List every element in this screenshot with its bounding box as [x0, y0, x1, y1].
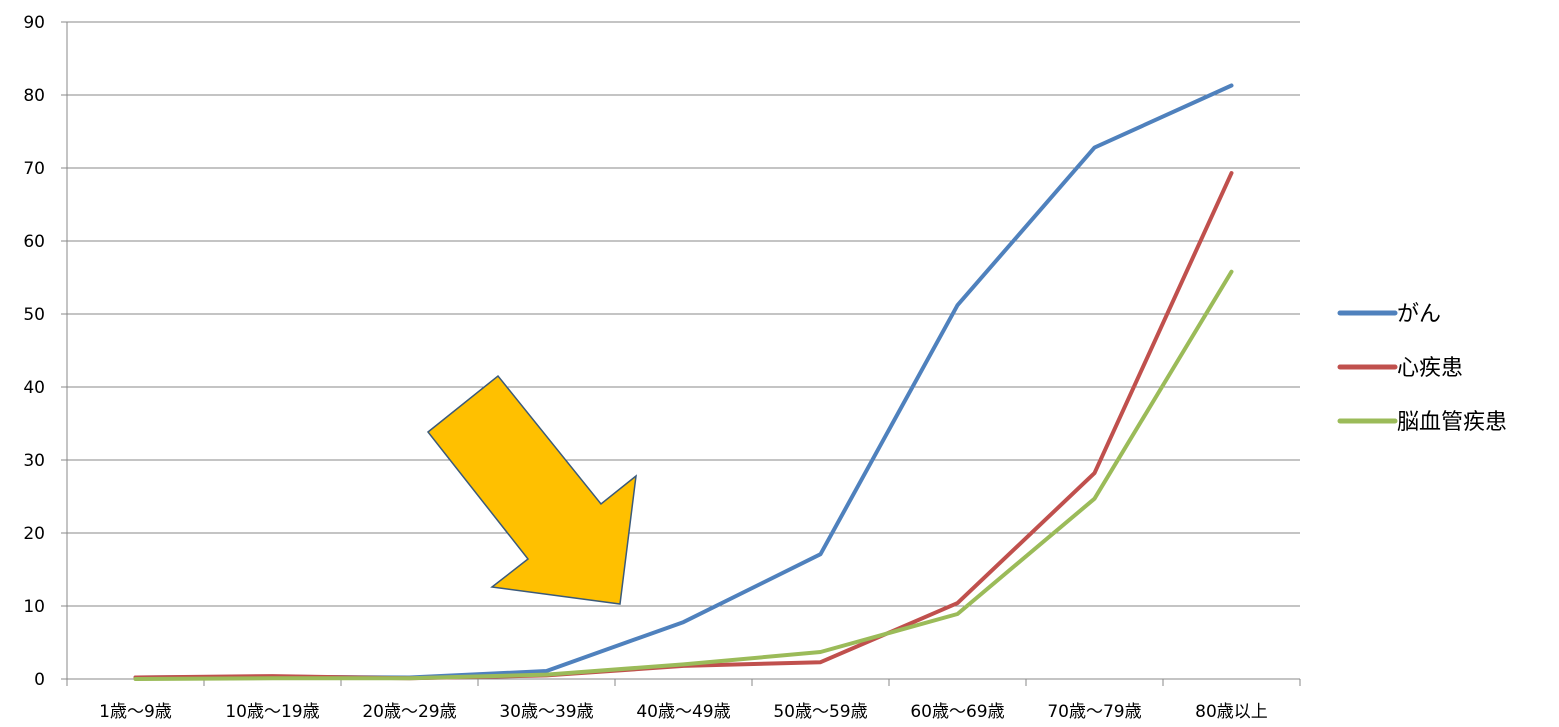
x-category-label: 50歳〜59歳	[773, 702, 867, 722]
annotation	[426, 374, 637, 605]
axes	[61, 21, 1301, 686]
y-tick-label: 0	[34, 670, 45, 690]
y-tick-label: 50	[23, 305, 45, 325]
legend-label-2: 心疾患	[1397, 356, 1463, 381]
y-tick-label: 90	[23, 13, 45, 33]
x-axis-category-labels: 1歳〜9歳 10歳〜19歳 20歳〜29歳 30歳〜39歳 40歳〜49歳 50歳〜59歳…	[99, 702, 1268, 722]
x-category-label: 60歳〜69歳	[910, 702, 1004, 722]
series-line-2	[133, 171, 1234, 681]
y-tick-label: 70	[23, 159, 45, 179]
annotation-arrow	[426, 374, 637, 605]
y-tick-label: 10	[23, 597, 45, 617]
y-tick-label: 20	[23, 524, 45, 544]
legend-label-1: がん	[1397, 302, 1441, 327]
x-category-label: 20歳〜29歳	[362, 702, 456, 722]
y-tick-label: 40	[23, 378, 45, 398]
series-line-1	[133, 83, 1234, 680]
y-tick-label: 60	[23, 232, 45, 252]
legend-label-3: 脳血管疾患	[1397, 410, 1507, 435]
data-series	[133, 83, 1234, 681]
x-category-label: 80歳以上	[1195, 702, 1268, 722]
gridlines	[67, 21, 1300, 607]
x-category-label: 30歳〜39歳	[499, 702, 593, 722]
x-category-label: 1歳〜9歳	[99, 702, 172, 722]
x-category-label: 10歳〜19歳	[225, 702, 319, 722]
y-tick-label: 80	[23, 86, 45, 106]
y-tick-label: 30	[23, 451, 45, 471]
x-category-label: 40歳〜49歳	[636, 702, 730, 722]
x-category-label: 70歳〜79歳	[1047, 702, 1141, 722]
y-axis-tick-labels: 0 10 20 30 40 50 60 70 80 90	[23, 13, 45, 690]
series-line-3	[133, 269, 1234, 681]
